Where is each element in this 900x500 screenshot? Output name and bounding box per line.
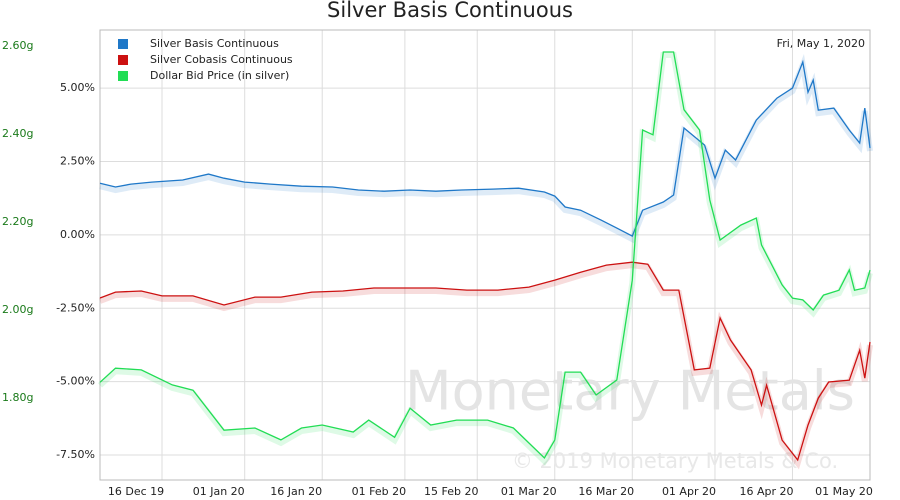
line-glow <box>99 53 873 244</box>
x-tick-label: 01 Apr 20 <box>662 485 716 498</box>
copyright: © 2019 Monetary Metals & Co. <box>512 449 838 473</box>
x-tick-label: 16 Apr 20 <box>739 485 793 498</box>
x-tick-label: 16 Mar 20 <box>578 485 634 498</box>
y-tick-label: -7.50% <box>56 448 95 461</box>
x-tick-label: 16 Jan 20 <box>270 485 322 498</box>
legend-swatch <box>118 39 128 49</box>
legend-label: Silver Cobasis Continuous <box>150 53 293 66</box>
y-tick-label: -5.00% <box>56 375 95 388</box>
line-glow <box>98 262 873 470</box>
y-tick-label: -2.50% <box>56 301 95 314</box>
x-tick-label: 01 Jan 20 <box>193 485 245 498</box>
y-tick-label: 5.00% <box>60 81 95 94</box>
x-tick-label: 01 Feb 20 <box>352 485 406 498</box>
y2-tick-label: 1.80g <box>2 391 33 404</box>
date-annotation: Fri, May 1, 2020 <box>777 37 865 50</box>
plot-frame <box>99 29 871 481</box>
y-tick-label: 0.00% <box>60 228 95 241</box>
x-tick-label: 01 Mar 20 <box>501 485 557 498</box>
y2-tick-label: 2.40g <box>2 127 33 140</box>
legend-swatch <box>118 55 128 65</box>
y2-tick-label: 2.60g <box>2 39 33 52</box>
x-tick-label: 15 Feb 20 <box>424 485 478 498</box>
watermark: Monetary Metals <box>405 360 855 423</box>
y2-tick-label: 2.00g <box>2 303 33 316</box>
grid <box>99 29 871 481</box>
y2-tick-label: 2.20g <box>2 215 33 228</box>
legend-label: Dollar Bid Price (in silver) <box>150 69 289 82</box>
x-tick-label: 01 May 20 <box>815 485 873 498</box>
legend-swatch <box>118 71 128 81</box>
y-tick-label: 2.50% <box>60 155 95 168</box>
series-line <box>99 59 871 238</box>
series-line <box>99 261 871 462</box>
x-tick-label: 16 Dec 19 <box>108 485 164 498</box>
series-line <box>99 51 871 460</box>
line-glow <box>97 52 873 466</box>
legend-label: Silver Basis Continuous <box>150 37 279 50</box>
chart-title: Silver Basis Continuous <box>327 0 573 22</box>
